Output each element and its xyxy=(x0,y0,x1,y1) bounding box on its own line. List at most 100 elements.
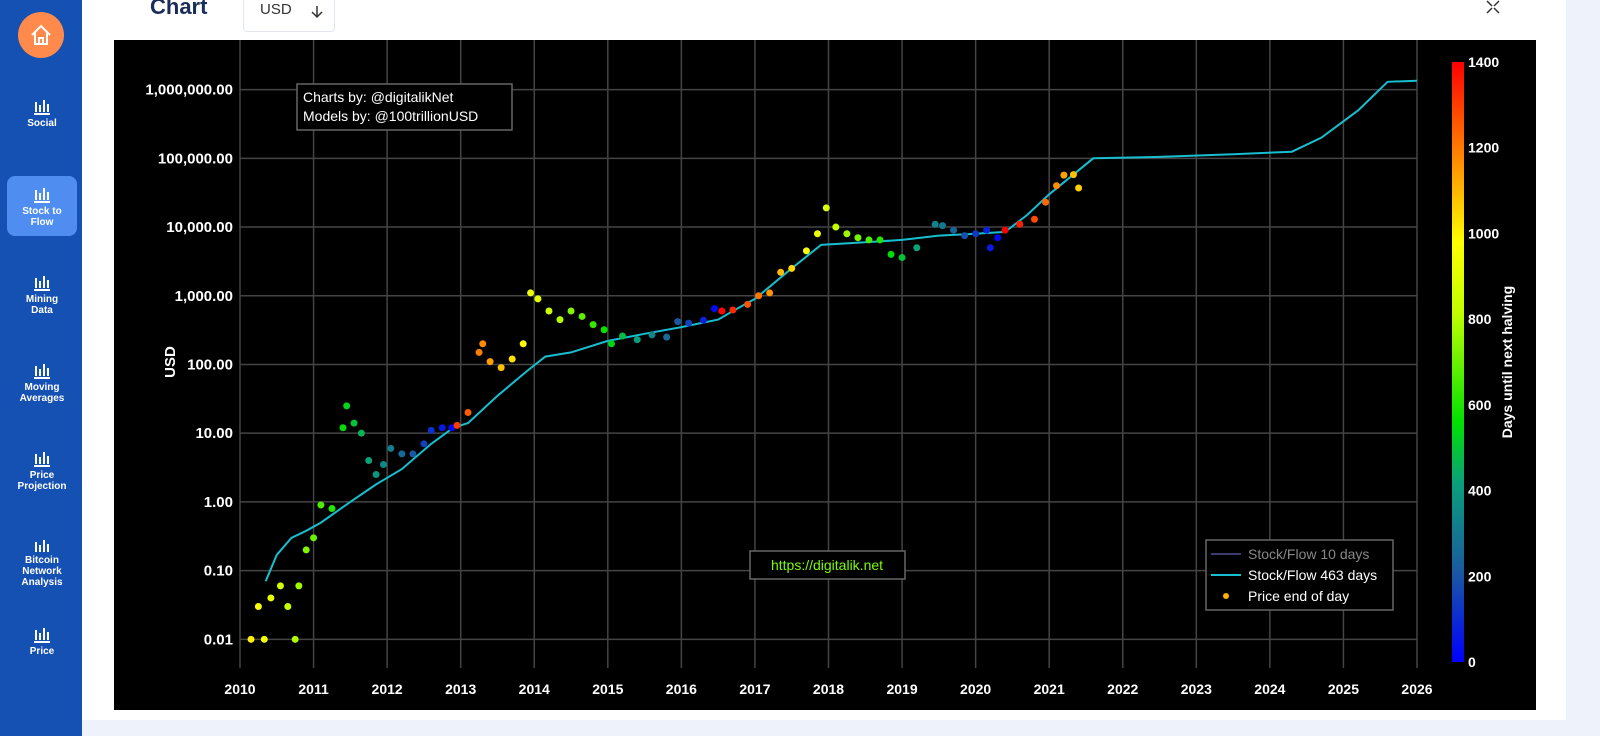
nav-item[interactable]: Price Projection xyxy=(7,440,77,500)
price-point xyxy=(788,264,796,272)
price-point xyxy=(427,426,435,434)
price-point xyxy=(619,332,627,340)
legend-label[interactable]: Stock/Flow 463 days xyxy=(1248,567,1377,583)
colorbar-tick-label: 1200 xyxy=(1468,140,1499,156)
nav-item[interactable]: Mining Data xyxy=(7,264,77,324)
y-tick-label: 0.10 xyxy=(204,563,233,580)
legend-label[interactable]: Price end of day xyxy=(1248,588,1349,604)
annotation: Charts by: @digitalikNet xyxy=(303,89,453,105)
price-point xyxy=(766,289,774,297)
colorbar-tick-label: 0 xyxy=(1468,654,1476,670)
colorbar-tick-label: 200 xyxy=(1468,568,1492,584)
price-point xyxy=(777,268,785,276)
x-tick-label: 2021 xyxy=(1034,681,1065,697)
price-point xyxy=(339,424,347,432)
nav-icon xyxy=(34,452,50,467)
nav-item[interactable]: Stock to Flow xyxy=(7,176,77,236)
price-point xyxy=(302,546,310,554)
price-point xyxy=(744,300,752,308)
price-point xyxy=(876,236,884,244)
price-point xyxy=(350,419,358,427)
price-point xyxy=(420,440,428,448)
price-point xyxy=(685,319,693,327)
nav-label: Stock to Flow xyxy=(22,206,62,228)
nav-label: Mining Data xyxy=(25,294,59,316)
price-point xyxy=(718,307,726,315)
price-point xyxy=(291,635,299,643)
price-point xyxy=(372,471,380,479)
x-tick-label: 2025 xyxy=(1328,681,1359,697)
price-point xyxy=(802,247,810,255)
price-point xyxy=(950,226,958,234)
colorbar-title: Days until next halving xyxy=(1499,286,1515,438)
nav-icon xyxy=(34,540,50,553)
x-tick-label: 2026 xyxy=(1401,681,1432,697)
price-point xyxy=(254,603,262,611)
page-title: Chart xyxy=(150,0,208,19)
price-point xyxy=(1001,226,1009,234)
x-tick-label: 2020 xyxy=(960,681,991,697)
colorbar-tick-label: 800 xyxy=(1468,311,1492,327)
y-tick-label: 100,000.00 xyxy=(158,150,233,167)
price-point xyxy=(710,305,718,313)
price-point xyxy=(387,444,395,452)
x-tick-label: 2014 xyxy=(519,681,550,697)
x-tick-label: 2013 xyxy=(445,681,476,697)
nav-item[interactable]: Social xyxy=(7,88,77,148)
price-point xyxy=(674,318,682,326)
model-line xyxy=(264,79,1418,582)
nav-label: Bitcoin Network Analysis xyxy=(21,555,63,588)
colorbar-tick-label: 1000 xyxy=(1468,225,1499,241)
annotation: Models by: @100trillionUSD xyxy=(303,108,478,124)
price-point xyxy=(986,244,994,252)
legend-label[interactable]: Stock/Flow 10 days xyxy=(1248,546,1369,562)
x-tick-label: 2024 xyxy=(1254,681,1285,697)
y-tick-label: 10.00 xyxy=(195,425,233,442)
price-point xyxy=(527,289,535,297)
price-point xyxy=(534,295,542,303)
price-point xyxy=(479,340,487,348)
x-tick-label: 2010 xyxy=(224,681,255,697)
price-point xyxy=(1069,171,1077,179)
price-point xyxy=(607,340,615,348)
price-point xyxy=(898,254,906,262)
price-point xyxy=(972,230,980,238)
price-point xyxy=(486,358,494,366)
x-tick-label: 2018 xyxy=(813,681,844,697)
x-tick-label: 2019 xyxy=(886,681,917,697)
price-point xyxy=(1075,184,1083,192)
price-point xyxy=(822,204,830,212)
nav-icon xyxy=(34,188,50,203)
price-point xyxy=(832,223,840,231)
nav-item[interactable]: Price xyxy=(7,616,77,676)
nav-label: Price Projection xyxy=(17,470,67,492)
price-point xyxy=(843,230,851,238)
price-point xyxy=(1016,220,1024,228)
home-button[interactable] xyxy=(18,12,64,58)
price-point xyxy=(379,461,387,469)
nav-label: Price xyxy=(29,646,55,657)
price-point xyxy=(983,226,991,234)
nav-label: Social xyxy=(27,118,57,129)
dropdown-arrow xyxy=(311,6,323,19)
nav-icon xyxy=(34,276,50,291)
x-tick-label: 2011 xyxy=(298,681,329,697)
currency-select[interactable]: USD xyxy=(243,0,335,32)
nav-item[interactable]: Moving Averages xyxy=(7,352,77,412)
y-axis-title: USD xyxy=(162,346,179,378)
x-tick-label: 2012 xyxy=(372,681,403,697)
nav-item[interactable]: Bitcoin Network Analysis xyxy=(7,528,77,588)
nav-icon xyxy=(34,100,50,115)
price-point xyxy=(365,457,373,465)
fullscreen-button[interactable] xyxy=(1486,0,1500,14)
price-point xyxy=(1060,171,1068,179)
x-tick-label: 2017 xyxy=(739,681,770,697)
sidebar: Social Stock to Flow Mining Data Moving Ave… xyxy=(0,0,82,736)
price-point xyxy=(913,244,921,252)
nav-label: Moving Averages xyxy=(19,382,65,404)
colorbar-tick-label: 400 xyxy=(1468,483,1492,499)
price-point xyxy=(310,534,318,542)
x-tick-label: 2015 xyxy=(592,681,623,697)
colorbar-tick-label: 1400 xyxy=(1468,54,1499,70)
y-tick-label: 0.01 xyxy=(204,631,233,648)
